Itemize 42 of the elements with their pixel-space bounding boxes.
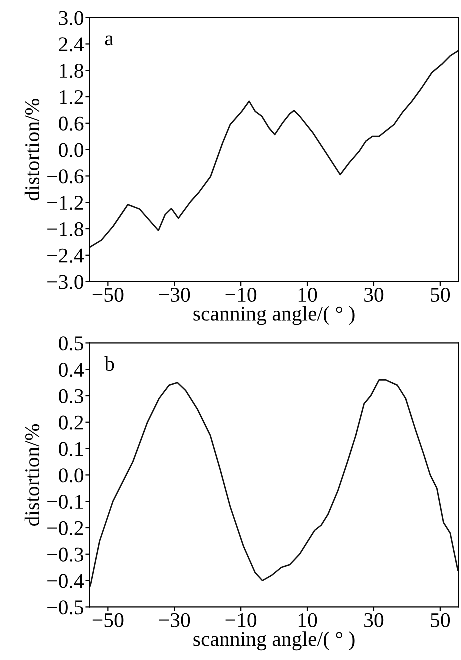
x-tick-label: −50: [92, 288, 124, 302]
y-tick-label: −0.6: [48, 170, 84, 184]
y-axis-title: distortion/%: [24, 424, 40, 526]
y-tick-label: −0.1: [48, 494, 84, 510]
x-tick-label: −30: [159, 613, 190, 628]
y-tick-label: 3.0: [59, 11, 84, 26]
x-tick-label: 10: [298, 288, 318, 302]
y-tick-label: 0.1: [59, 442, 84, 456]
y-tick-label: 1.8: [60, 64, 84, 78]
annotation: a: [105, 36, 114, 46]
y-tick-label: 0.0: [59, 143, 84, 158]
x-tick-label: 30: [364, 288, 384, 302]
y-tick-label: −1.8: [48, 222, 84, 237]
x-tick-label: 50: [431, 288, 450, 302]
y-tick-label: 0.5: [59, 336, 84, 351]
x-tick-label: −50: [92, 613, 124, 628]
x-tick-label: −10: [226, 288, 257, 302]
y-tick-label: 0.4: [59, 362, 84, 378]
y-tick-label: −0.4: [48, 574, 84, 588]
line-series: [90, 50, 459, 248]
x-tick-label: −10: [226, 613, 257, 628]
x-tick-label: 50: [431, 613, 450, 628]
x-axis-title: scanning angle/( ° ): [194, 632, 355, 651]
y-tick-label: −0.5: [48, 600, 84, 615]
y-tick-label: 1.2: [60, 90, 84, 105]
y-tick-label: 0.2: [59, 416, 84, 430]
y-tick-label: 2.4: [59, 38, 84, 52]
y-tick-label: −0.2: [48, 521, 84, 536]
annotation: b: [104, 356, 114, 372]
y-tick-label: −3.0: [48, 275, 84, 290]
x-tick-label: 10: [298, 613, 318, 628]
x-axis-title: scanning angle/( ° ): [194, 306, 355, 326]
y-tick-label: 0.6: [59, 116, 84, 131]
line-series: [90, 379, 459, 587]
y-tick-label: −0.3: [48, 548, 84, 562]
y-tick-label: 0.3: [59, 389, 84, 404]
y-tick-label: 0.0: [59, 468, 84, 483]
x-tick-label: 30: [364, 613, 384, 628]
x-tick-label: −30: [159, 288, 190, 302]
y-tick-label: −2.4: [48, 248, 84, 263]
y-axis-title: distortion/%: [24, 99, 40, 201]
y-tick-label: −1.2: [48, 196, 84, 210]
